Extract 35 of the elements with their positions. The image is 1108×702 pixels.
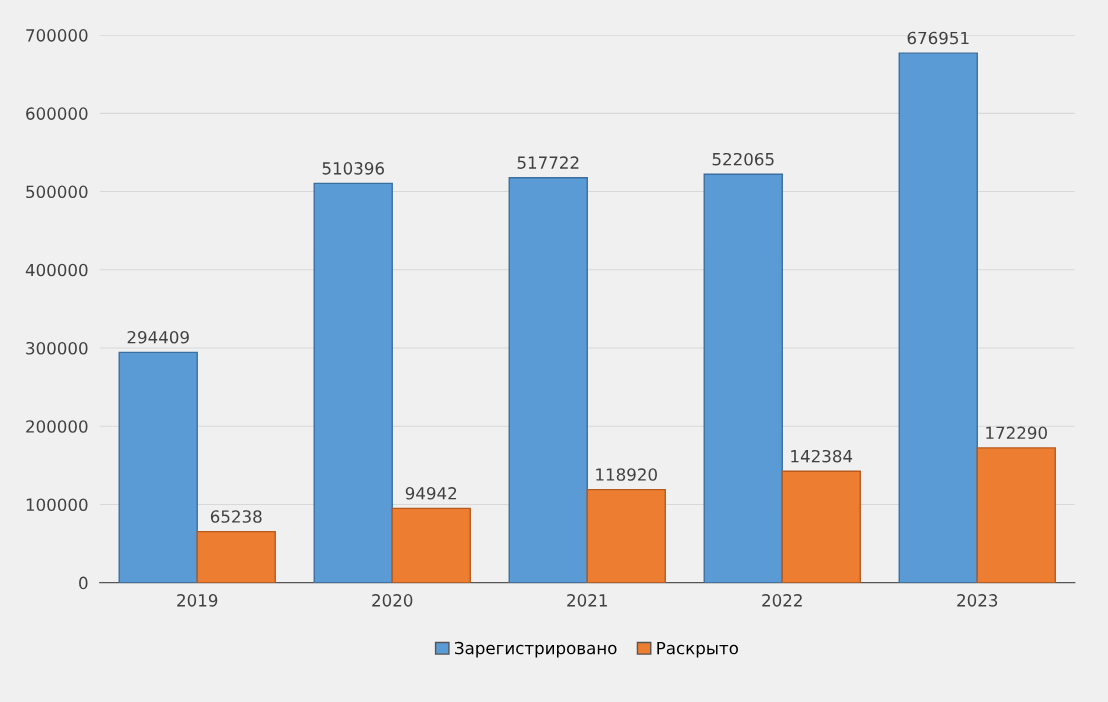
y-tick-label: 300000 [26, 341, 88, 355]
data-label: 294409 [127, 330, 189, 344]
legend-label: Раскрыто [657, 641, 738, 658]
bar [586, 488, 666, 583]
x-tick-label: 2021 [567, 594, 607, 607]
data-label: 517722 [517, 156, 579, 169]
y-tick-label: 700000 [26, 29, 88, 42]
bar [391, 507, 471, 583]
data-label: 94942 [405, 487, 457, 500]
x-tick-label: 2023 [957, 594, 998, 607]
y-tick-label: 0 [79, 576, 88, 590]
bar [118, 351, 198, 583]
y-tick-label: 400000 [25, 263, 88, 277]
data-label: 65238 [210, 510, 262, 523]
legend-label: Зарегистрировано [455, 641, 617, 658]
x-tick-label: 2020 [372, 594, 413, 607]
y-tick-label: 100000 [26, 498, 88, 512]
data-label: 676951 [907, 31, 969, 45]
x-tick-label: 2019 [177, 594, 218, 607]
data-label: 118920 [596, 468, 657, 481]
bar [976, 447, 1056, 583]
y-tick-label: 600000 [26, 107, 88, 120]
data-label: 510396 [322, 162, 384, 175]
bar [781, 470, 861, 583]
data-label: 142384 [791, 449, 853, 463]
y-tick-label: 200000 [26, 420, 88, 433]
bar [703, 173, 783, 583]
data-label: 522065 [712, 152, 774, 166]
bar [196, 530, 276, 583]
x-tick-label: 2022 [762, 594, 802, 607]
y-tick-label: 500000 [26, 185, 88, 199]
bar [898, 52, 978, 583]
data-label: 172290 [986, 426, 1047, 440]
bar [508, 176, 588, 583]
bar [313, 182, 393, 583]
